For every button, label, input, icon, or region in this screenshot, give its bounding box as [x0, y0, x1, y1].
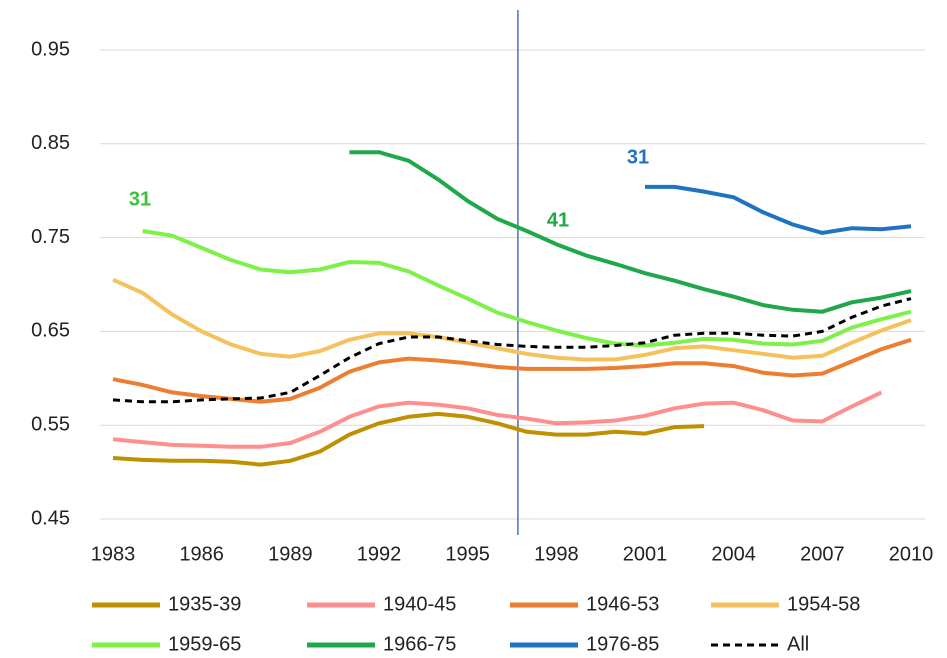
legend-label: 1966-75 [383, 633, 456, 655]
series-line [112, 411, 705, 467]
legend-label: 1976-85 [586, 633, 659, 655]
series-line [349, 150, 912, 314]
y-tick-label: 0.45 [31, 507, 70, 529]
x-tick-label: 1995 [445, 543, 490, 565]
x-tick-label: 2007 [800, 543, 845, 565]
series-line [112, 277, 912, 362]
x-tick-label: 1986 [179, 543, 224, 565]
legend-label: All [787, 633, 809, 655]
series-line [112, 337, 912, 404]
y-tick-label: 0.65 [31, 320, 70, 342]
legend-label: 1946-53 [586, 593, 659, 615]
legend-label: 1935-39 [168, 593, 241, 615]
y-tick-label: 0.75 [31, 226, 70, 248]
annotation: 31 [627, 146, 649, 168]
x-tick-label: 2001 [623, 543, 668, 565]
series-line [112, 390, 883, 449]
annotation: 31 [129, 188, 151, 210]
y-tick-label: 0.55 [31, 413, 70, 435]
y-tick-label: 0.85 [31, 132, 70, 154]
x-tick-label: 1992 [357, 543, 402, 565]
x-tick-label: 2004 [711, 543, 756, 565]
y-tick-label: 0.95 [31, 38, 70, 60]
series-line [112, 297, 912, 404]
series-line [142, 229, 912, 348]
series-line [645, 184, 912, 235]
annotation: 41 [547, 209, 569, 231]
x-tick-label: 1983 [91, 543, 136, 565]
legend-label: 1954-58 [787, 593, 860, 615]
legend-label: 1940-45 [383, 593, 456, 615]
x-tick-label: 1998 [534, 543, 579, 565]
x-tick-label: 1989 [268, 543, 313, 565]
legend-label: 1959-65 [168, 633, 241, 655]
x-tick-label: 2010 [889, 543, 934, 565]
